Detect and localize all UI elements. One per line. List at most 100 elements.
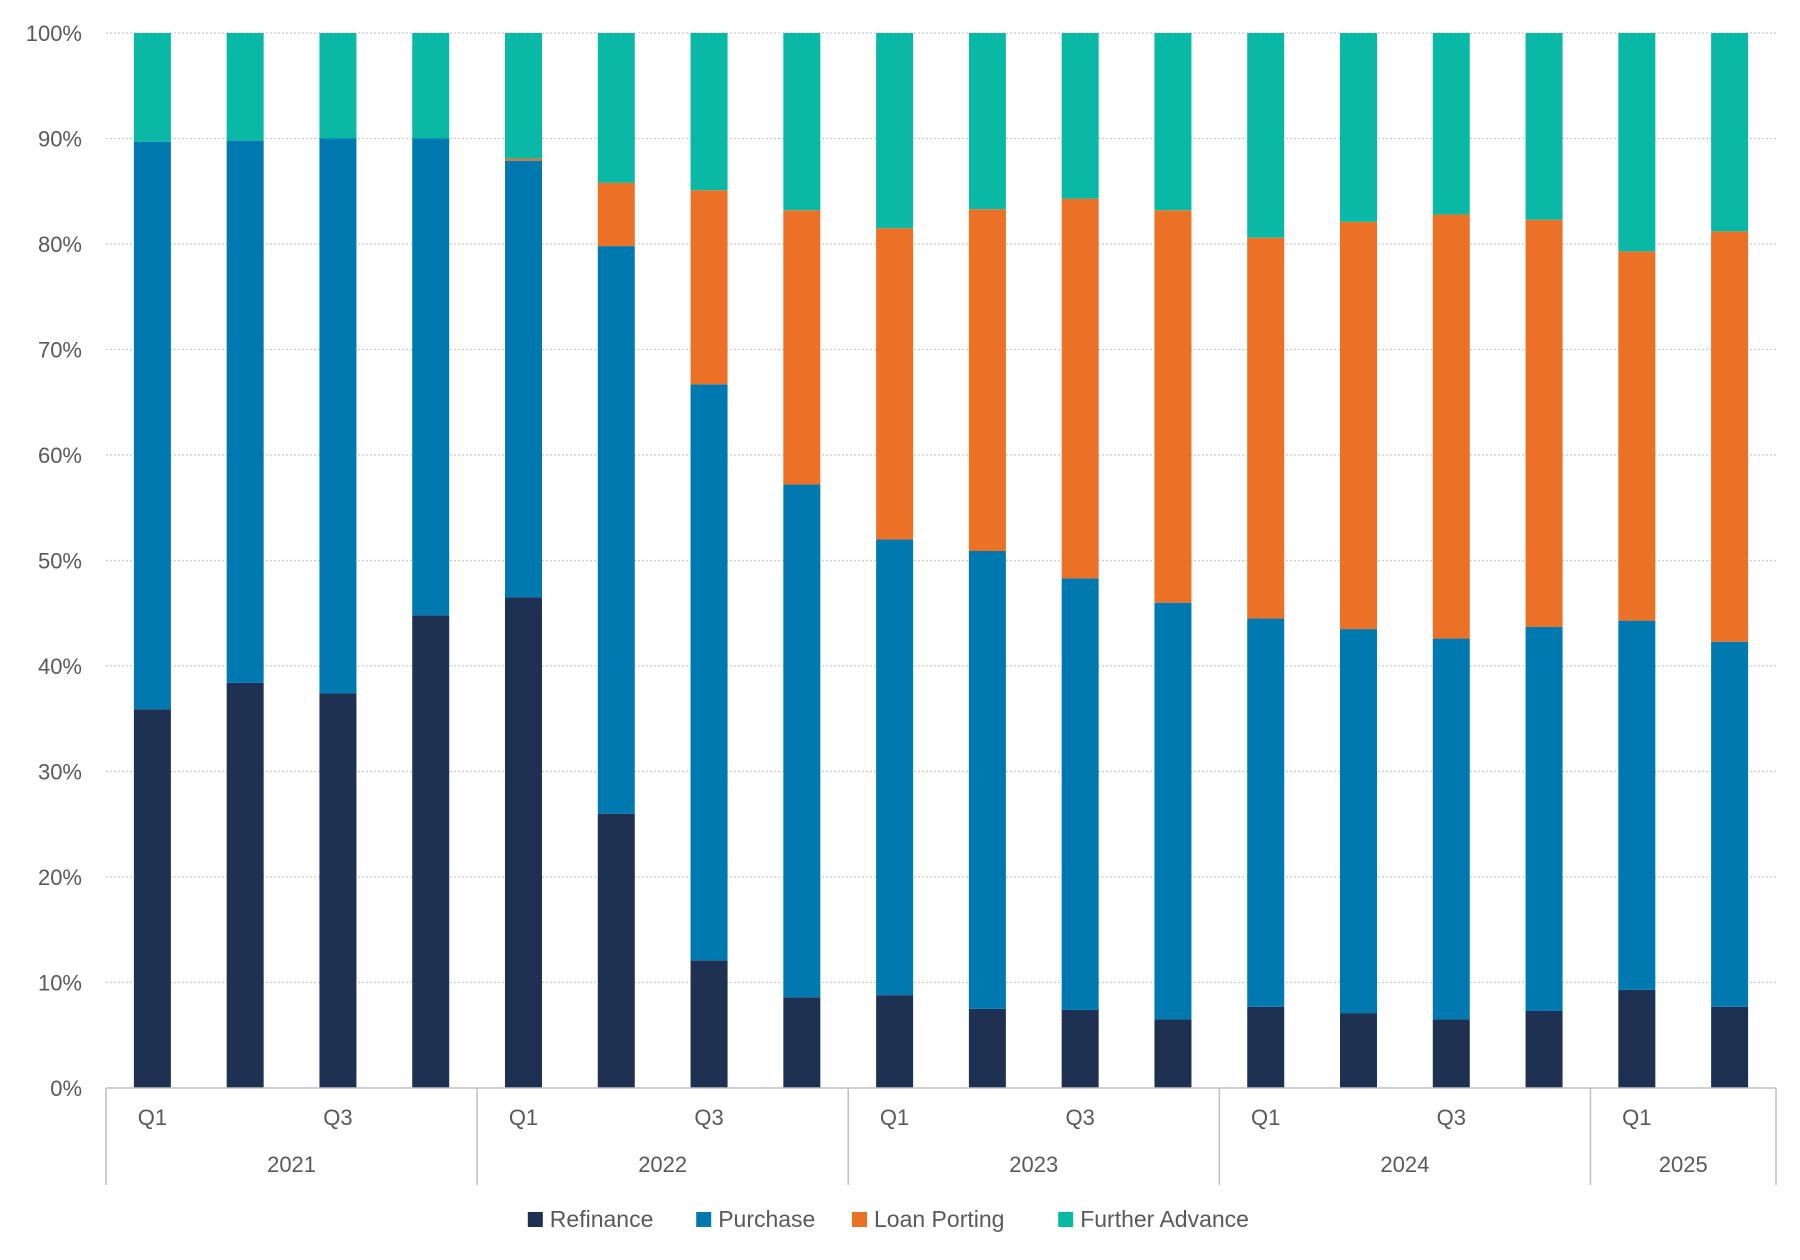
bar-segment-refinance [1525,1010,1563,1088]
bar-segment-further-advance [1061,33,1099,199]
bar-segment-purchase [597,246,635,814]
bar-segment-loan-porting [1525,219,1563,627]
x-tick-label-quarter: Q1 [138,1105,167,1130]
bar-segment-further-advance [412,33,450,139]
x-tick-label-year: 2025 [1659,1152,1708,1177]
x-tick-label-quarter: Q3 [323,1105,352,1130]
bar-segment-refinance [690,960,728,1088]
bar-segment-refinance [1432,1019,1470,1088]
bar-segment-purchase [412,138,450,616]
bar-segment-purchase [968,551,1006,1009]
bar-segment-purchase [1247,618,1285,1007]
bar-segment-loan-porting [1711,231,1749,642]
legend-swatch-refinance [527,1212,543,1227]
bar-segment-refinance [876,995,914,1088]
x-tick-label-year: 2024 [1380,1152,1429,1177]
bar-segment-refinance [412,615,450,1088]
x-tick-label-year: 2021 [267,1152,316,1177]
legend-label-loan-porting: Loan Porting [874,1206,1004,1232]
y-tick-label: 0% [50,1076,82,1101]
bars [133,33,1749,1088]
bar-segment-refinance [133,709,171,1088]
x-tick-label-quarter: Q1 [880,1105,909,1130]
bar-segment-refinance [968,1008,1006,1088]
bar-segment-further-advance [876,33,914,229]
legend-label-purchase: Purchase [718,1206,815,1232]
y-tick-label: 80% [38,232,82,257]
x-axis: Q1 Q3 Q1 Q3 Q1 Q3 Q1 Q3 Q1 2021 2022 2023 2024 2025 [105,1087,1777,1185]
bar-segment-further-advance [1711,33,1749,232]
bar-segment-loan-porting [1061,198,1099,579]
bar-segment-purchase [1340,629,1377,1014]
x-tick-label-quarter: Q3 [1437,1105,1466,1130]
bar-segment-purchase [1061,578,1099,1010]
y-tick-label: 30% [38,760,82,785]
y-tick-label: 60% [38,443,82,468]
bar-segment-purchase [1711,641,1749,1007]
bar-segment-further-advance [1340,33,1377,222]
x-tick-label-year: 2022 [638,1152,687,1177]
bar-segment-purchase [1525,626,1563,1011]
x-tick-label-quarter: Q1 [509,1105,538,1130]
bar-segment-refinance [1711,1006,1749,1088]
bar-segment-loan-porting [690,190,728,385]
y-tick-label: 40% [38,654,82,679]
bar-segment-further-advance [319,33,357,139]
y-tick-label: 20% [38,865,82,890]
bar-segment-refinance [1618,989,1656,1088]
x-tick-label-quarter: Q1 [1251,1105,1280,1130]
bar-segment-purchase [1618,620,1656,990]
legend-label-further-advance: Further Advance [1080,1206,1249,1232]
y-tick-label: 70% [38,338,82,363]
bar-segment-purchase [783,484,821,998]
bar-segment-further-advance [1618,33,1656,252]
bar-segment-refinance [1061,1009,1099,1088]
legend-swatch-purchase [696,1212,712,1227]
bar-segment-refinance [1154,1019,1192,1088]
bar-segment-loan-porting [968,209,1006,552]
bar-segment-further-advance [226,33,264,141]
y-tick-label: 90% [38,127,82,152]
bar-segment-loan-porting [1618,251,1656,621]
bar-segment-purchase [1154,602,1192,1020]
bar-segment-purchase [133,141,171,710]
bar-segment-refinance [783,997,821,1088]
bar-segment-refinance [597,813,635,1088]
bar-segment-loan-porting [1340,221,1377,630]
bar-segment-loan-porting [1432,214,1470,639]
bar-segment-further-advance [1432,33,1470,215]
legend-swatch-loan-porting [852,1212,867,1227]
x-tick-label-quarter: Q3 [694,1105,723,1130]
bar-segment-further-advance [783,33,821,211]
bar-segment-further-advance [597,33,635,183]
bar-segment-loan-porting [1247,237,1285,619]
bar-segment-loan-porting [505,158,542,161]
bar-segment-refinance [1247,1006,1285,1088]
gridlines [106,32,1776,984]
bar-segment-purchase [226,140,264,683]
bar-segment-purchase [319,138,357,694]
legend-label-refinance: Refinance [550,1206,654,1232]
bar-segment-refinance [1340,1013,1377,1088]
y-tick-label: 10% [38,971,82,996]
bar-segment-purchase [876,539,914,996]
bar-segment-further-advance [133,33,171,142]
bar-segment-further-advance [1525,33,1563,220]
bar-segment-loan-porting [876,228,914,540]
bar-segment-further-advance [1247,33,1285,238]
legend: Refinance Purchase Loan Porting Further Adv… [527,1206,1249,1232]
y-axis-tick-labels: 0% 10% 20% 30% 40% 50% 60% 70% 80% 90% 100% [26,21,82,1101]
x-tick-label-quarter: Q3 [1065,1105,1094,1130]
y-tick-label: 100% [26,21,82,46]
x-tick-label-quarter: Q1 [1622,1105,1651,1130]
bar-segment-purchase [505,160,542,598]
bar-segment-further-advance [1154,33,1192,211]
bar-segment-loan-porting [783,210,821,485]
bar-segment-loan-porting [1154,210,1192,603]
bar-segment-refinance [319,693,357,1088]
bar-segment-refinance [226,682,264,1088]
bar-segment-loan-porting [597,182,635,247]
bar-segment-further-advance [690,33,728,191]
